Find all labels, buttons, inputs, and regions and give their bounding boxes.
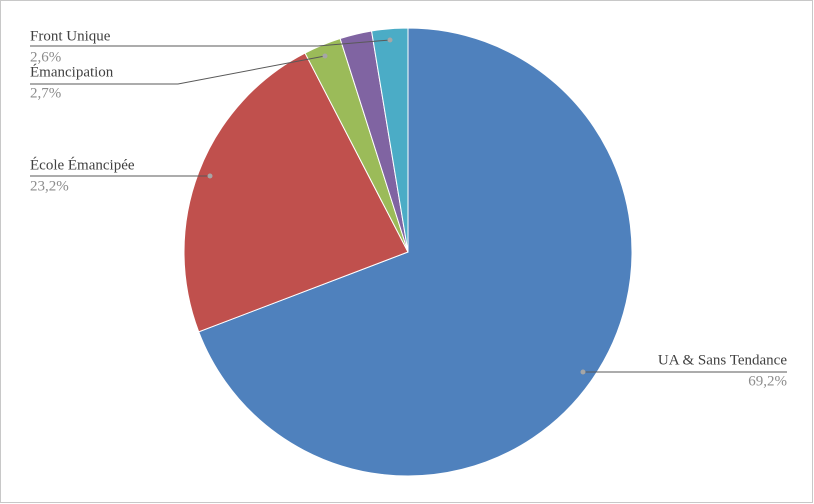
slice-value-label: 2,7% [30, 85, 61, 101]
leader-dot [207, 173, 213, 179]
slice-label: École Émancipée [30, 156, 135, 173]
slice-value-label: 2,6% [30, 49, 61, 65]
slice-label: Front Unique [30, 28, 111, 44]
slice-label: UA & Sans Tendance [658, 352, 787, 368]
pie-slice [370, 27, 409, 253]
leader-dot [387, 37, 393, 43]
leader-line [30, 39, 391, 47]
leader-dot [580, 369, 586, 375]
leader-dot [322, 53, 328, 59]
slice-label: Émancipation [30, 63, 114, 80]
slice-value-label: 69,2% [748, 373, 787, 389]
pie-slice [183, 52, 409, 333]
leader-line [30, 55, 326, 85]
pie-slice [198, 27, 633, 477]
slice-value-label: 23,2% [30, 178, 69, 194]
